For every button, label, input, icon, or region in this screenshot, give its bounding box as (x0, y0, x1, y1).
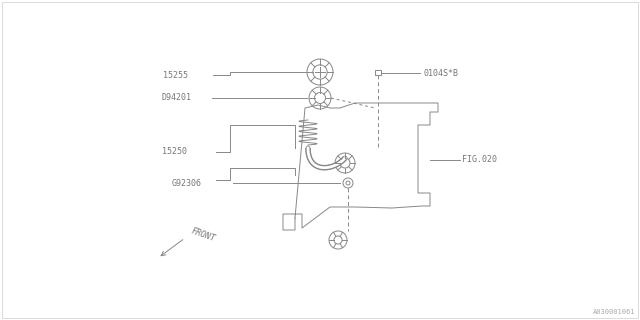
Text: FRONT: FRONT (190, 227, 216, 244)
Text: 15255: 15255 (163, 70, 188, 79)
Text: 0104S*B: 0104S*B (424, 68, 459, 77)
Text: 15250: 15250 (162, 148, 187, 156)
Text: D94201: D94201 (162, 93, 192, 102)
Text: A030001061: A030001061 (593, 309, 635, 315)
Bar (375, 70, 381, 75)
Text: FIG.020: FIG.020 (462, 156, 497, 164)
Text: G92306: G92306 (172, 179, 202, 188)
